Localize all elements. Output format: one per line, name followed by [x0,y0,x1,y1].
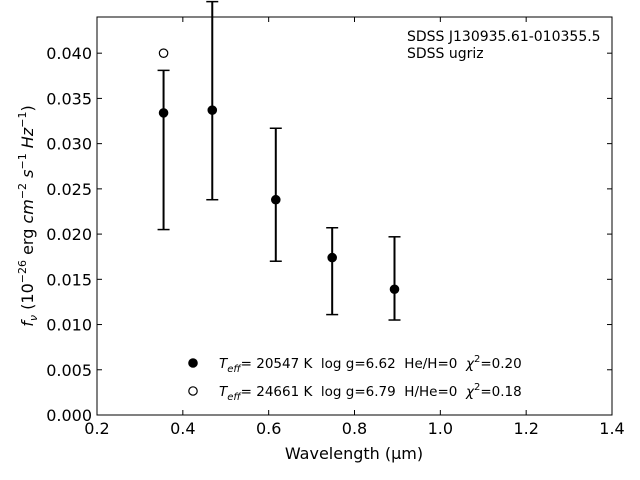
series-1-point-0 [158,48,169,58]
y-tick-label-1: 0.005 [46,361,92,380]
y-tick-label-0: 0.000 [46,406,92,425]
plot-area [157,0,401,321]
legend-label-0-text: = 20547 K log g=6.62 He/H=0 [241,356,466,372]
series-0-point-0 [158,108,169,118]
legend-label-1-teff-prefix: T [219,384,229,400]
series-0-point-1 [207,105,218,115]
legend-label-1: Teff= 24661 K log g=6.79 H/He=0 χ2=0.18 [219,382,522,403]
y-tick-label-3: 0.015 [46,270,92,289]
x-tick-label-0: 0.2 [84,419,109,438]
y-tick-label-4: 0.020 [46,225,92,244]
legend-label-1-chi-sym: χ [465,384,475,400]
legend: Teff= 20547 K log g=6.62 He/H=0 χ2=0.20T… [188,354,522,403]
legend-label-0: Teff= 20547 K log g=6.62 He/H=0 χ2=0.20 [219,354,522,375]
x-tick-label-6: 1.4 [599,419,624,438]
x-tick-label-2: 0.6 [256,419,281,438]
y-tick-label-6: 0.030 [46,135,92,154]
y-tick-label-7: 0.035 [46,89,92,108]
series-0-point-3 [327,252,337,263]
x-axis-label: Wavelength (μm) [285,444,423,463]
x-tick-label-4: 1.0 [428,419,453,438]
y-axis-label-group: fν (10−26 erg cm−2 s−1 Hz−1) [16,105,40,326]
x-tick-label-5: 1.2 [513,419,538,438]
x-tick-label-3: 0.8 [342,419,367,438]
series-0-point-2 [270,194,281,205]
legend-label-1-chi-val: =0.18 [480,384,521,400]
legend-label-1-teff-sub: eff [227,392,242,403]
x-tick-label-1: 0.4 [170,419,195,438]
legend-label-0-teff-prefix: T [219,356,229,372]
x-axis: 0.2 0.4 0.6 0.8 1.0 1.2 1.4 [84,17,625,438]
legend-marker-1 [188,386,198,396]
legend-label-1-chi-sup: 2 [474,382,480,393]
y-tick-label-5: 0.025 [46,180,92,199]
series-0-point-4 [389,284,400,295]
filter-set: SDSS ugriz [407,46,484,62]
legend-marker-0 [188,358,198,368]
y-axis: 0.000 0.005 0.010 0.015 0.020 0.025 0.030 0.035… [46,44,612,425]
legend-label-0-chi-val: =0.20 [480,356,521,372]
legend-label-0-teff-sub: eff [227,364,242,375]
legend-label-1-text: = 24661 K log g=6.79 H/He=0 [241,384,466,400]
y-tick-label-8: 0.040 [46,44,92,63]
y-axis-label: fν (10−26 erg cm−2 s−1 Hz−1) [16,105,40,326]
y-tick-label-2: 0.010 [46,316,92,335]
legend-label-0-chi-sym: χ [465,356,475,372]
legend-label-0-chi-sup: 2 [474,354,480,365]
object-name: SDSS J130935.61-010355.5 [407,29,601,45]
